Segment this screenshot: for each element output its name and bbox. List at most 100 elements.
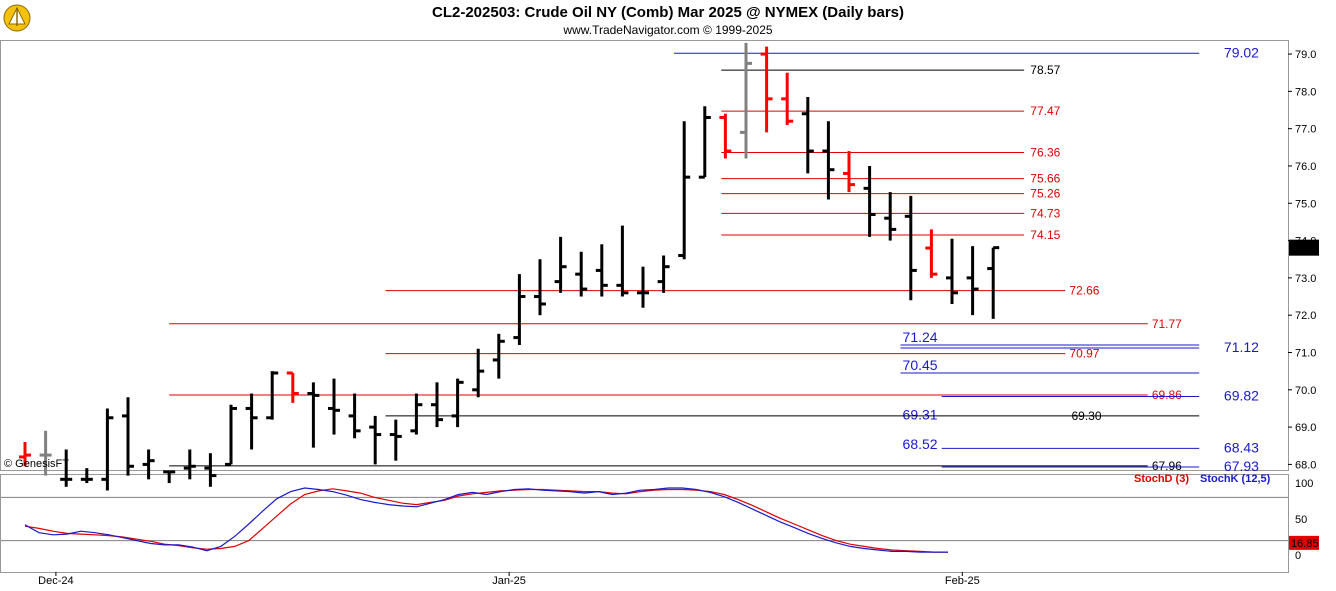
level-label: 67.96 bbox=[1152, 459, 1182, 473]
ohlc-bar bbox=[410, 393, 423, 435]
x-tick-label: Dec-24 bbox=[38, 575, 73, 587]
ohlc-bar bbox=[204, 453, 217, 487]
ohlc-bar bbox=[760, 46, 773, 133]
level-label: 78.57 bbox=[1030, 63, 1060, 77]
ohlc-bar bbox=[266, 371, 279, 420]
logo-icon bbox=[3, 4, 31, 32]
level-label: 72.66 bbox=[1069, 284, 1099, 298]
stoch-y-tick-label: 100 bbox=[1295, 478, 1313, 490]
chart-title: CL2-202503: Crude Oil NY (Comb) Mar 2025… bbox=[432, 4, 904, 21]
ohlc-bar bbox=[966, 246, 979, 316]
ohlc-bar bbox=[369, 415, 382, 465]
ohlc-bar bbox=[307, 382, 320, 448]
level-label: 71.24 bbox=[903, 329, 938, 345]
ohlc-bar bbox=[80, 468, 93, 484]
y-tick-label: 75.0 bbox=[1295, 198, 1316, 210]
price-y-axis: 68.069.070.071.072.073.074.075.076.077.0… bbox=[1288, 49, 1319, 471]
last-price-badge bbox=[1289, 239, 1319, 256]
stoch-panel-frame bbox=[0, 474, 1289, 573]
y-tick-label: 69.0 bbox=[1295, 422, 1316, 434]
level-label: 79.02 bbox=[1224, 44, 1259, 60]
stoch-y-tick-label: 50 bbox=[1295, 514, 1307, 526]
y-tick-label: 72.0 bbox=[1295, 310, 1316, 322]
ohlc-bar bbox=[843, 151, 855, 193]
level-label: 75.66 bbox=[1030, 172, 1060, 186]
ohlc-bars bbox=[19, 42, 1000, 491]
ohlc-bar bbox=[348, 393, 361, 439]
legend-stochk: StochK (12,5) bbox=[1200, 473, 1271, 485]
ohlc-bar bbox=[616, 225, 629, 297]
ohlc-bar bbox=[904, 195, 917, 301]
y-tick-label: 76.0 bbox=[1295, 161, 1316, 173]
ohlc-bar bbox=[925, 229, 938, 278]
level-label: 71.77 bbox=[1152, 317, 1182, 331]
level-label: 69.86 bbox=[1152, 388, 1182, 402]
x-tick-label: Feb-25 bbox=[945, 575, 980, 587]
ohlc-bar bbox=[863, 165, 876, 237]
level-label: 68.52 bbox=[903, 436, 938, 452]
ohlc-bar bbox=[183, 449, 196, 480]
y-tick-label: 79.0 bbox=[1295, 49, 1316, 61]
ohlc-bar bbox=[884, 192, 897, 241]
last-price-label: 73.81 bbox=[1291, 243, 1319, 255]
level-label: 74.73 bbox=[1030, 206, 1060, 220]
last-stoch-badge bbox=[1289, 535, 1319, 550]
ohlc-bar bbox=[389, 419, 402, 461]
level-label: 70.45 bbox=[903, 357, 938, 373]
ohlc-bar bbox=[286, 371, 299, 403]
ohlc-bar bbox=[575, 251, 588, 297]
ohlc-bar bbox=[698, 106, 711, 179]
ohlc-bar bbox=[101, 408, 114, 491]
ohlc-bar bbox=[657, 255, 670, 293]
ohlc-bar bbox=[513, 274, 526, 346]
ohlc-bar bbox=[19, 442, 31, 467]
level-label: 77.47 bbox=[1030, 104, 1060, 118]
ohlc-bar bbox=[637, 266, 649, 308]
ohlc-bar bbox=[245, 393, 258, 450]
y-tick-label: 78.0 bbox=[1295, 86, 1316, 98]
x-tick-label: Jan-25 bbox=[492, 575, 526, 587]
ohlc-bar bbox=[740, 42, 752, 159]
ohlc-bar bbox=[163, 470, 176, 484]
level-label: 71.12 bbox=[1224, 339, 1259, 355]
ohlc-bar bbox=[946, 238, 958, 304]
ohlc-bar bbox=[328, 378, 340, 435]
stoch-y-tick-label: 0 bbox=[1295, 550, 1301, 562]
level-label: 75.26 bbox=[1030, 187, 1060, 201]
ohlc-bar bbox=[987, 246, 1000, 319]
y-tick-label: 71.0 bbox=[1295, 347, 1316, 359]
level-label: 69.31 bbox=[903, 407, 938, 423]
chart-subtitle: www.TradeNavigator.com © 1999-2025 bbox=[562, 23, 772, 37]
level-label: 76.36 bbox=[1030, 146, 1060, 160]
ohlc-bar bbox=[534, 259, 546, 316]
ohlc-bar bbox=[431, 382, 443, 428]
ohlc-bar bbox=[122, 397, 134, 476]
stochastic-panel: 0 50 100 16.85 bbox=[1, 478, 1319, 562]
watermark: © GenesisFT bbox=[4, 458, 69, 470]
price-panel-frame bbox=[0, 40, 1289, 471]
ohlc-bar bbox=[554, 236, 567, 293]
ohlc-bar bbox=[451, 378, 464, 428]
y-tick-label: 70.0 bbox=[1295, 385, 1316, 397]
ohlc-bar bbox=[678, 121, 691, 260]
y-tick-label: 73.0 bbox=[1295, 273, 1316, 285]
level-label: 69.82 bbox=[1224, 388, 1259, 404]
ohlc-bar bbox=[801, 96, 814, 174]
ohlc-bar bbox=[595, 244, 608, 297]
ohlc-bar bbox=[60, 449, 73, 487]
ohlc-bar bbox=[472, 348, 485, 398]
level-label: 68.43 bbox=[1224, 439, 1259, 455]
level-label: 74.15 bbox=[1030, 228, 1060, 242]
level-label: 67.93 bbox=[1224, 458, 1259, 474]
ohlc-bar bbox=[142, 449, 155, 480]
ohlc-bar bbox=[225, 404, 237, 466]
level-label: 69.30 bbox=[1071, 409, 1101, 423]
y-tick-label: 77.0 bbox=[1295, 124, 1316, 136]
ohlc-bar bbox=[781, 72, 794, 125]
level-label: 70.97 bbox=[1069, 347, 1099, 361]
y-tick-label: 68.0 bbox=[1295, 459, 1316, 471]
stochd-line bbox=[24, 488, 948, 553]
ohlc-bar bbox=[822, 121, 835, 200]
